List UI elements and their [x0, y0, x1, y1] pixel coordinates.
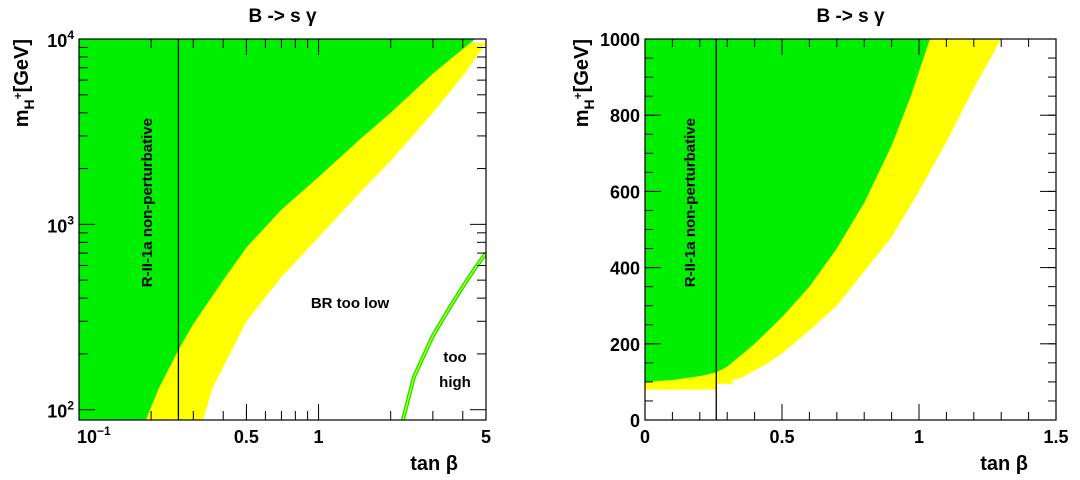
floor-band-0	[645, 381, 717, 390]
y-axis-label-unit: [GeV]	[11, 39, 33, 92]
x-tick-label: 1	[914, 427, 924, 447]
annotation-non-perturbative: R-II-1a non-perturbative	[139, 118, 156, 287]
y-tick-label: 104	[47, 28, 74, 51]
y-axis-label-main: m	[11, 109, 33, 127]
y-axis-label: mH+[GeV]	[571, 39, 597, 127]
y-axis-label: mH+[GeV]	[11, 39, 37, 127]
y-tick-label: 1000	[600, 30, 640, 50]
y-axis-label-sub: H	[21, 99, 37, 109]
y-axis-label-sup: +	[11, 92, 25, 99]
y-tick-label: 800	[610, 106, 640, 126]
x-tick-label: 1	[314, 427, 324, 447]
y-axis-label-unit: [GeV]	[571, 39, 593, 92]
chart-title: B -> s γ	[816, 6, 885, 27]
x-tick-label: 0.5	[769, 427, 794, 447]
y-tick-label: 200	[610, 335, 640, 355]
y-tick-exp: 3	[67, 213, 74, 227]
y-axis-label-main: m	[571, 109, 593, 127]
y-axis-label-sub: H	[581, 99, 597, 109]
annotation-non-perturbative: R-II-1a non-perturbative	[682, 118, 699, 287]
too-high-band-yellow	[402, 252, 486, 420]
chart-panel-2: B -> s γ 0 0.5 1 1.5 0 200 400 600 800 1000 tan β mH…	[571, 6, 1069, 475]
y-axis-label-sup: +	[571, 92, 585, 99]
x-tick-label: 1.5	[1043, 427, 1068, 447]
y-tick-base: 10	[47, 402, 67, 422]
x-tick-label: 0.5	[234, 427, 259, 447]
annotation-br-too-low: BR too low	[311, 295, 390, 312]
y-tick-label: 400	[610, 259, 640, 279]
plot-area	[79, 39, 486, 420]
annotation-too-high-2: high	[439, 374, 471, 391]
chart-title: B -> s γ	[248, 6, 317, 27]
x-axis-label: tan β	[410, 453, 458, 475]
x-axis-label: tan β	[980, 453, 1028, 475]
x-tick-base: 10	[77, 427, 97, 447]
too-high-band-green	[400, 251, 486, 420]
x-tick-label: 5	[481, 427, 491, 447]
plot-frame	[78, 38, 487, 421]
y-tick-base: 10	[47, 216, 67, 236]
y-tick-label: 600	[610, 182, 640, 202]
floor-band-blank	[645, 389, 1056, 420]
x-tick-label: 0	[640, 427, 650, 447]
annotation-too-high-1: too	[443, 349, 466, 366]
y-tick-label: 0	[630, 411, 640, 431]
y-tick-exp: 4	[67, 28, 74, 42]
x-tick-label: 10−1	[77, 424, 111, 447]
y-tick-exp: 2	[67, 399, 74, 413]
y-tick-base: 10	[47, 31, 67, 51]
plot-area	[645, 39, 1056, 420]
x-tick-exp: −1	[97, 424, 111, 438]
y-tick-label: 103	[47, 213, 74, 236]
y-tick-label: 102	[47, 399, 74, 422]
floor-band-1	[716, 374, 733, 384]
